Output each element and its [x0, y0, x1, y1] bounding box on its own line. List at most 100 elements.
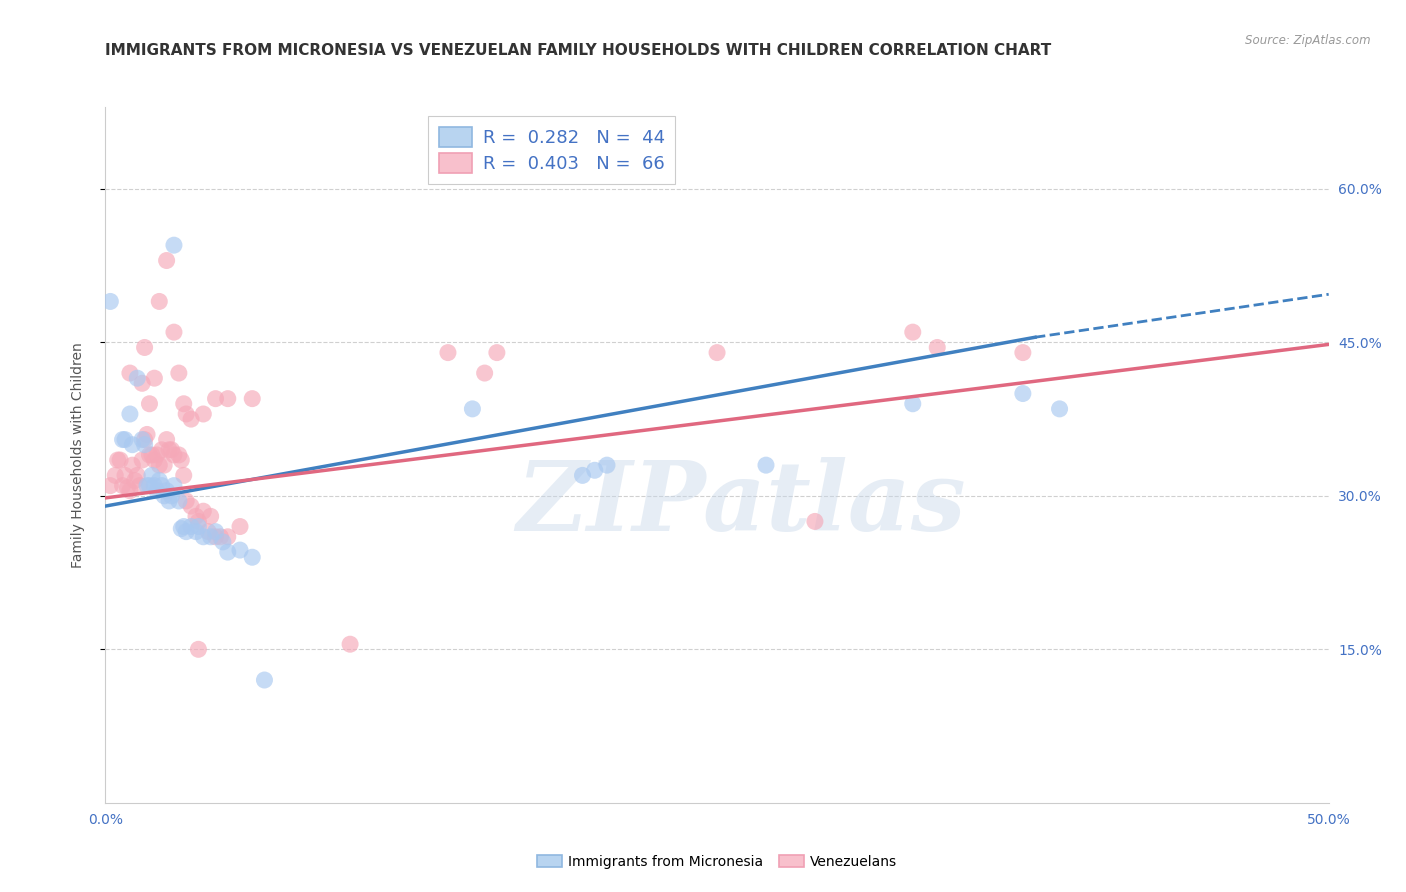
Point [204, 530, 226, 544]
Point [157, 442, 180, 457]
Point [339, 637, 361, 651]
Point [187, 642, 209, 657]
Point [755, 458, 778, 472]
Point [173, 468, 195, 483]
Point [167, 448, 190, 462]
Point [173, 397, 195, 411]
Point [170, 522, 193, 536]
Point [229, 519, 252, 533]
Point [163, 238, 186, 252]
Point [134, 433, 156, 447]
Point [461, 401, 484, 416]
Point [583, 463, 606, 477]
Point [180, 519, 202, 533]
Point [148, 294, 170, 309]
Point [150, 478, 173, 492]
Point [118, 407, 141, 421]
Point [143, 371, 166, 385]
Point [136, 478, 159, 492]
Point [160, 489, 183, 503]
Point [153, 458, 176, 472]
Point [217, 392, 239, 406]
Point [193, 504, 215, 518]
Point [187, 519, 209, 533]
Point [108, 453, 131, 467]
Point [138, 448, 160, 462]
Point [121, 458, 143, 472]
Point [901, 325, 924, 339]
Point [148, 458, 170, 472]
Point [174, 407, 197, 421]
Point [98, 294, 121, 309]
Point [136, 427, 159, 442]
Point [134, 341, 156, 355]
Point [150, 442, 173, 457]
Legend: Immigrants from Micronesia, Venezuelans: Immigrants from Micronesia, Venezuelans [531, 849, 903, 874]
Point [240, 550, 263, 565]
Text: IMMIGRANTS FROM MICRONESIA VS VENEZUELAN FAMILY HOUSEHOLDS WITH CHILDREN CORRELA: IMMIGRANTS FROM MICRONESIA VS VENEZUELAN… [105, 43, 1052, 58]
Point [240, 392, 263, 406]
Point [111, 478, 134, 492]
Text: ZIPatlas: ZIPatlas [517, 457, 966, 550]
Point [163, 478, 186, 492]
Point [596, 458, 619, 472]
Point [131, 433, 153, 447]
Point [114, 433, 136, 447]
Point [131, 453, 153, 467]
Point [170, 453, 193, 467]
Point [114, 468, 136, 483]
Point [1011, 386, 1033, 401]
Point [571, 468, 593, 483]
Point [217, 530, 239, 544]
Point [104, 468, 127, 483]
Point [121, 438, 143, 452]
Text: Source: ZipAtlas.com: Source: ZipAtlas.com [1246, 34, 1371, 47]
Point [927, 341, 949, 355]
Point [706, 345, 728, 359]
Point [156, 433, 179, 447]
Point [187, 515, 209, 529]
Point [1011, 345, 1033, 359]
Point [209, 530, 232, 544]
Point [143, 453, 166, 467]
Point [437, 345, 460, 359]
Legend: R =  0.282   N =  44, R =  0.403   N =  66: R = 0.282 N = 44, R = 0.403 N = 66 [429, 116, 675, 184]
Point [141, 468, 163, 483]
Point [146, 448, 169, 462]
Point [143, 478, 166, 492]
Point [174, 494, 197, 508]
Point [124, 474, 146, 488]
Point [131, 376, 153, 391]
Point [146, 483, 169, 498]
Point [98, 478, 121, 492]
Point [138, 397, 160, 411]
Point [167, 494, 190, 508]
Point [141, 448, 163, 462]
Point [156, 483, 179, 498]
Point [193, 530, 215, 544]
Point [118, 483, 141, 498]
Point [804, 515, 827, 529]
Point [153, 489, 176, 503]
Point [193, 407, 215, 421]
Point [1049, 401, 1071, 416]
Point [163, 325, 186, 339]
Point [197, 524, 219, 539]
Point [156, 253, 179, 268]
Point [253, 673, 276, 687]
Point [200, 530, 222, 544]
Point [134, 438, 156, 452]
Point [173, 519, 195, 533]
Point [174, 524, 197, 539]
Point [184, 524, 207, 539]
Point [127, 468, 149, 483]
Point [138, 478, 160, 492]
Point [163, 448, 186, 462]
Point [111, 433, 134, 447]
Point [180, 412, 202, 426]
Y-axis label: Family Households with Children: Family Households with Children [70, 342, 84, 568]
Point [180, 499, 202, 513]
Point [229, 543, 252, 558]
Point [204, 524, 226, 539]
Point [167, 366, 190, 380]
